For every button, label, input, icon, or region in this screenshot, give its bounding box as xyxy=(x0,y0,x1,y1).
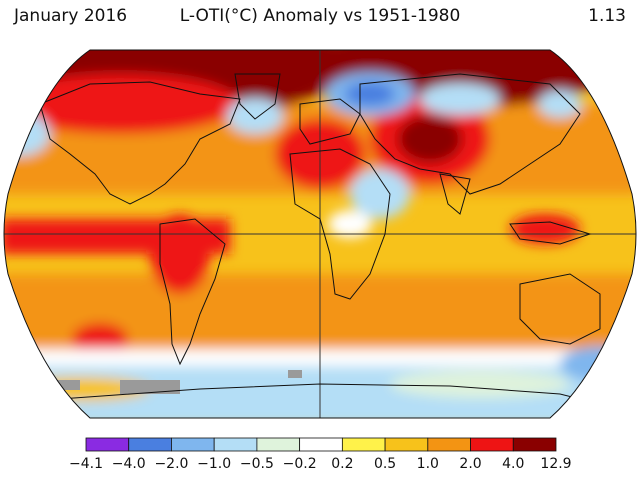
color-legend: −4.1 −4.0 −2.0 −1.0 −0.5 −0.2 0.2 0.5 1.0 2.0 4.0 1… xyxy=(69,437,572,472)
legend-bin xyxy=(341,437,386,452)
legend-bin xyxy=(512,437,557,452)
north-america-outline xyxy=(39,81,241,205)
legend-bin xyxy=(470,437,514,452)
global-mean-value: 1.13 xyxy=(588,6,626,26)
map-title: L-OTI(°C) Anomaly vs 1951-1980 xyxy=(179,6,461,26)
missing-data-area xyxy=(50,370,302,394)
legend-bin xyxy=(85,437,130,452)
legend-tick-label: 4.0 xyxy=(502,456,524,472)
legend-tick-label: −1.0 xyxy=(197,456,231,472)
legend-bin xyxy=(299,437,343,452)
legend-bin xyxy=(427,437,471,452)
greenland-outline xyxy=(234,73,281,120)
legend-tick-label: −4.1 xyxy=(69,456,103,472)
legend-tick-label: 1.0 xyxy=(417,456,439,472)
continent-outlines xyxy=(39,73,601,405)
indonesia-outline xyxy=(509,221,592,245)
legend-bin xyxy=(213,437,258,452)
south-america-outline xyxy=(159,218,226,366)
legend-tick-label: 2.0 xyxy=(459,456,481,472)
legend-tick-label: 0.5 xyxy=(374,456,396,472)
legend-bin xyxy=(256,437,301,452)
legend-tick-label: −0.2 xyxy=(283,456,317,472)
temperature-anomaly-map xyxy=(3,49,637,419)
legend-bin xyxy=(128,437,172,452)
legend-tick-label: −2.0 xyxy=(154,456,188,472)
legend-tick-label: 0.2 xyxy=(331,456,353,472)
legend-bin xyxy=(384,437,429,452)
europe-outline xyxy=(299,98,361,145)
india-outline xyxy=(439,173,471,215)
africa-outline xyxy=(289,148,391,300)
anomaly-field xyxy=(4,50,636,418)
map-border xyxy=(3,49,637,419)
legend-tick-label: −0.5 xyxy=(240,456,274,472)
australia-outline xyxy=(519,273,601,345)
legend-tick-label: 12.9 xyxy=(540,456,571,472)
date-label: January 2016 xyxy=(14,6,128,26)
antarctica-outline xyxy=(59,383,601,405)
legend-bin xyxy=(171,437,215,452)
legend-tick-label: −4.0 xyxy=(112,456,146,472)
asia-outline xyxy=(359,73,581,195)
